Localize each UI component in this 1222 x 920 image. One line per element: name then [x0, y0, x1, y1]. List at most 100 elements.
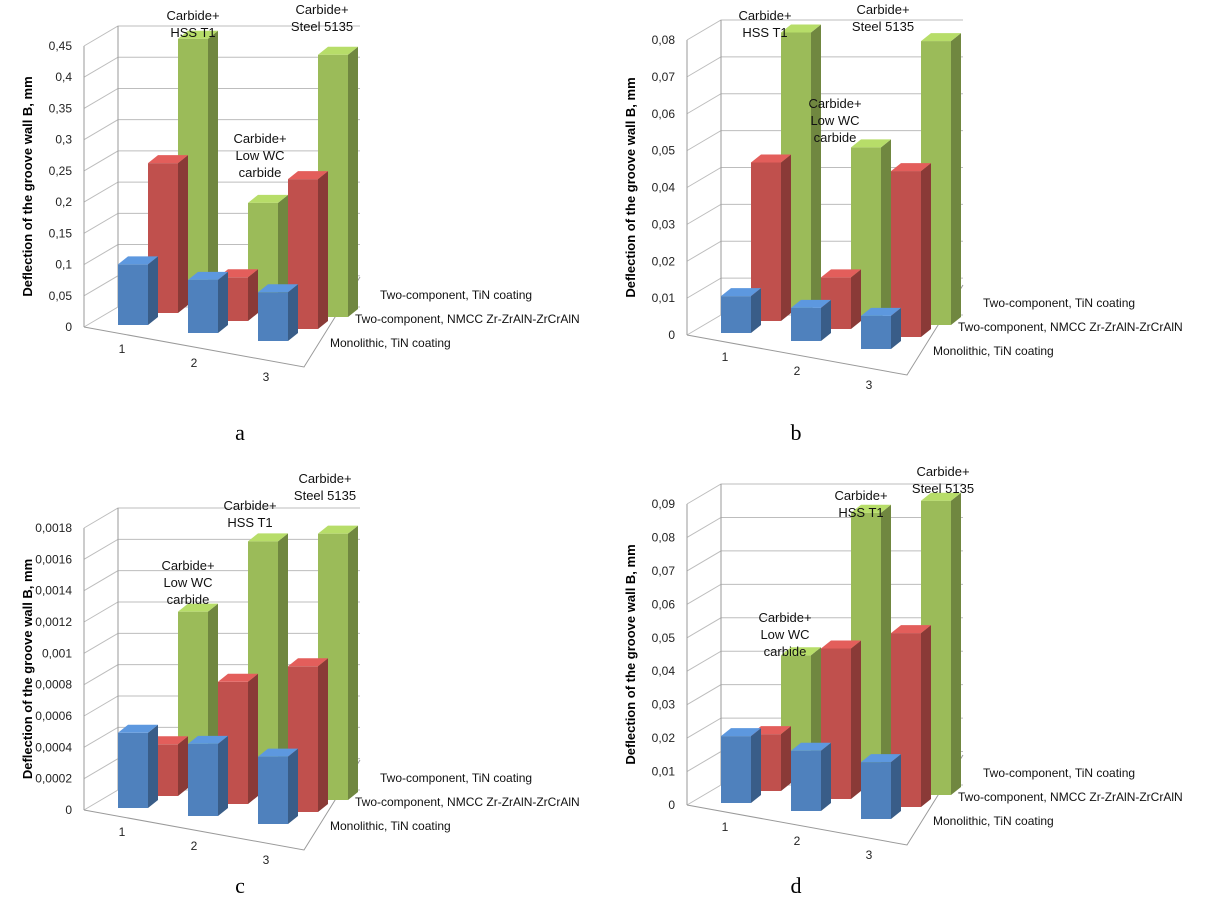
bar-top [781, 24, 821, 33]
annotation-line: Carbide+ [856, 2, 909, 17]
bar-side [148, 256, 158, 325]
bar-front [861, 315, 891, 349]
annotation-line: Steel 5135 [294, 488, 356, 503]
bar-top [891, 625, 931, 634]
annotation-line: Carbide+ [834, 488, 887, 503]
bar-front [258, 756, 288, 824]
bar-top [118, 256, 158, 265]
bar-3-2 [851, 139, 891, 317]
y-tick-label: 0,02 [652, 254, 676, 268]
y-tick-label: 0,01 [652, 765, 676, 779]
bar-top [188, 271, 228, 280]
bar-side [288, 748, 298, 824]
y-tick-label: 0,0014 [35, 584, 72, 598]
bar-annotation: Carbide+ HSS T1 [166, 8, 219, 40]
x-category-label: 1 [722, 820, 729, 834]
y-tick-label: 0 [668, 798, 675, 812]
y-tick-label: 0,03 [652, 217, 676, 231]
annotation-line: Carbide+ [758, 610, 811, 625]
y-tick-label: 0,09 [652, 497, 676, 511]
bar-2-2 [821, 640, 861, 799]
bar-side [781, 726, 791, 791]
y-tick-label: 0,06 [652, 107, 676, 121]
annotation-line: carbide [764, 644, 807, 659]
annotation-line: HSS T1 [838, 505, 883, 520]
y-tick-label: 0,001 [42, 646, 72, 660]
bar-side [891, 307, 901, 349]
annotation-line: Carbide+ [916, 464, 969, 479]
y-tick-label: 0,05 [49, 289, 73, 303]
bar-top [318, 525, 358, 534]
bar-side [318, 658, 328, 812]
bar-top [921, 492, 961, 501]
bar-top [288, 658, 328, 667]
bars [118, 30, 358, 341]
x-category-label: 1 [119, 342, 126, 356]
bar-side [781, 154, 791, 321]
series-label: Two-component, NMCC Zr-ZrAlN-ZrCrAlN [355, 795, 580, 809]
bar-top [258, 284, 298, 293]
bar-1-1 [118, 724, 158, 808]
y-tick-label: 0,07 [652, 70, 676, 84]
bar-side [278, 194, 288, 309]
x-category-labels: 1 2 3 [119, 825, 270, 867]
y-tick-label: 0 [668, 328, 675, 342]
gridline [686, 19, 963, 41]
chart-panel-b: 0 0,01 0,02 0,03 0,04 0,05 0,06 0,07 0,08 Deflect… [623, 2, 1183, 445]
bars [721, 492, 961, 819]
series-labels: Monolithic, TiN coating Two-component, NM… [330, 288, 580, 350]
bar-top [851, 139, 891, 148]
bar-annotation: Carbide+ Low WC carbide [233, 131, 286, 180]
bar-top [861, 754, 901, 763]
y-tick-label: 0,01 [652, 291, 676, 305]
y-axis-label: Deflection of the groove wall B, mm [623, 544, 638, 764]
bar-side [751, 728, 761, 803]
bar-1-1 [721, 728, 761, 803]
bar-2-3 [288, 658, 328, 812]
bar-1-2 [791, 299, 831, 341]
panel-label: a [235, 420, 245, 445]
bar-top [721, 728, 761, 737]
annotation-line: Low WC [810, 113, 859, 128]
series-label: Monolithic, TiN coating [330, 336, 451, 350]
series-label: Monolithic, TiN coating [330, 819, 451, 833]
chart-panel-c: 0 0,0002 0,0004 0,0006 0,0008 0,001 0,0012 0,00… [20, 471, 580, 898]
y-tick-label: 0,06 [652, 597, 676, 611]
annotation-line: carbide [239, 165, 282, 180]
annotation-line: Low WC [760, 627, 809, 642]
bar-top [791, 299, 831, 308]
series-labels: Monolithic, TiN coating Two-component, NM… [933, 766, 1183, 828]
bar-top [118, 724, 158, 733]
bar-side [951, 492, 961, 795]
annotation-line: carbide [814, 130, 857, 145]
bar-1-3 [258, 748, 298, 824]
y-tick-label: 0,07 [652, 564, 676, 578]
panel-label: c [235, 873, 245, 898]
bar-front [861, 762, 891, 819]
annotation-line: HSS T1 [742, 25, 787, 40]
x-category-label: 2 [794, 834, 801, 848]
y-tick-label: 0,04 [652, 664, 676, 678]
annotation-line: HSS T1 [227, 515, 272, 530]
bars [118, 525, 358, 824]
series-label: Two-component, TiN coating [380, 771, 532, 785]
bar-top [248, 533, 288, 542]
series-label: Monolithic, TiN coating [933, 814, 1054, 828]
series-labels: Monolithic, TiN coating Two-component, NM… [933, 296, 1183, 358]
y-tick-labels: 0 0,01 0,02 0,03 0,04 0,05 0,06 0,07 0,08 [652, 33, 676, 342]
x-category-label: 2 [794, 364, 801, 378]
x-category-labels: 1 2 3 [722, 820, 873, 862]
bar-annotation: Carbide+ Low WC carbide [161, 558, 214, 607]
bar-top [148, 155, 188, 164]
x-category-label: 2 [191, 839, 198, 853]
x-category-label: 1 [119, 825, 126, 839]
annotation-line: Carbide+ [166, 8, 219, 23]
annotation-line: Carbide+ [295, 2, 348, 17]
bar-1-1 [118, 256, 158, 325]
bar-annotation: Carbide+ Steel 5135 [294, 471, 356, 503]
bar-front [118, 732, 148, 808]
bar-top [861, 307, 901, 316]
y-tick-label: 0,4 [55, 70, 72, 84]
annotation-line: Carbide+ [808, 96, 861, 111]
